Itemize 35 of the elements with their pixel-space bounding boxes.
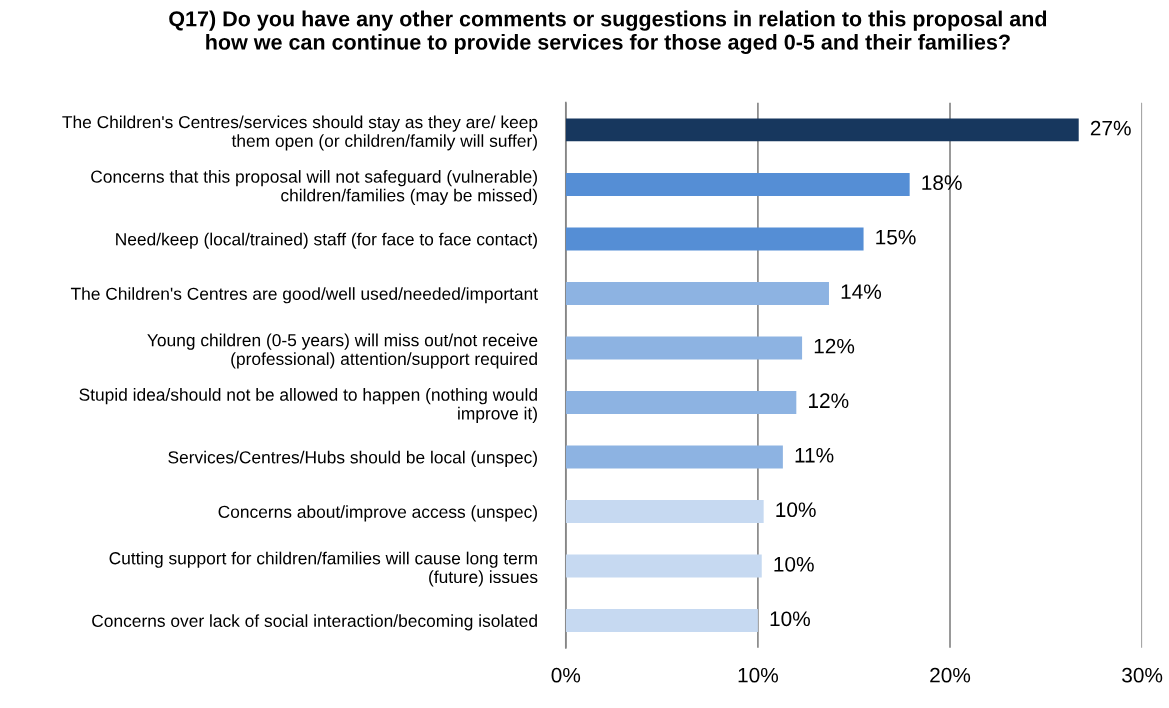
x-tick-label: 20% [930, 667, 971, 683]
bar [565, 118, 1079, 142]
y-tick-label: Concerns that this proposal will not safeguard (vulnerable) children/families (may be missed) [91, 170, 537, 205]
bar [565, 554, 762, 578]
chart-title: Q17) Do you have any other comments or suggestions in relation to this proposal and how we can continue to provide services for those aged 0-5 and their families? [169, 10, 1047, 55]
y-tick-label: The Children's Centres/services should stay as they are/ keep them open (or children/family will suffer) [62, 115, 538, 151]
bar [565, 500, 764, 523]
data-label: 12% [809, 393, 849, 409]
bar [565, 445, 783, 469]
x-tick-label: 0% [551, 667, 581, 683]
data-label: 15% [876, 229, 916, 245]
data-label: 27% [1090, 120, 1131, 136]
bar [565, 282, 829, 305]
data-label: 10% [776, 502, 816, 518]
bar [565, 336, 803, 360]
y-tick-label: Stupid idea/should not be allowed to happen (nothing would improve it) [79, 388, 537, 423]
x-tick-label: 30% [1122, 667, 1163, 683]
y-tick-label: Services/Centres/Hubs should be local (unspec) [168, 450, 537, 467]
data-label: 10% [770, 611, 810, 627]
x-tick-label: 10% [738, 667, 779, 683]
data-label: 10% [774, 556, 814, 572]
bar [565, 172, 910, 196]
data-label: 11% [795, 447, 834, 463]
y-tick-label: Young children (0-5 years) will miss out/not receive (professional) attention/support required [147, 333, 538, 369]
y-tick-label: Concerns about/improve access (unspec) [218, 505, 537, 522]
bar [565, 609, 758, 633]
bar [565, 391, 797, 414]
y-tick-label: The Children's Centres are good/well used/needed/important [70, 287, 538, 304]
data-label: 18% [922, 175, 962, 191]
bar [565, 227, 864, 251]
data-label: 14% [841, 284, 882, 299]
y-tick-label: Cutting support for children/families will cause long term (future) issues [109, 551, 538, 587]
data-label: 12% [814, 338, 855, 354]
y-tick-label: Concerns over lack of social interaction/becoming isolated [92, 614, 537, 631]
y-tick-label: Need/keep (local/trained) staff (for face to face contact) [116, 232, 537, 249]
